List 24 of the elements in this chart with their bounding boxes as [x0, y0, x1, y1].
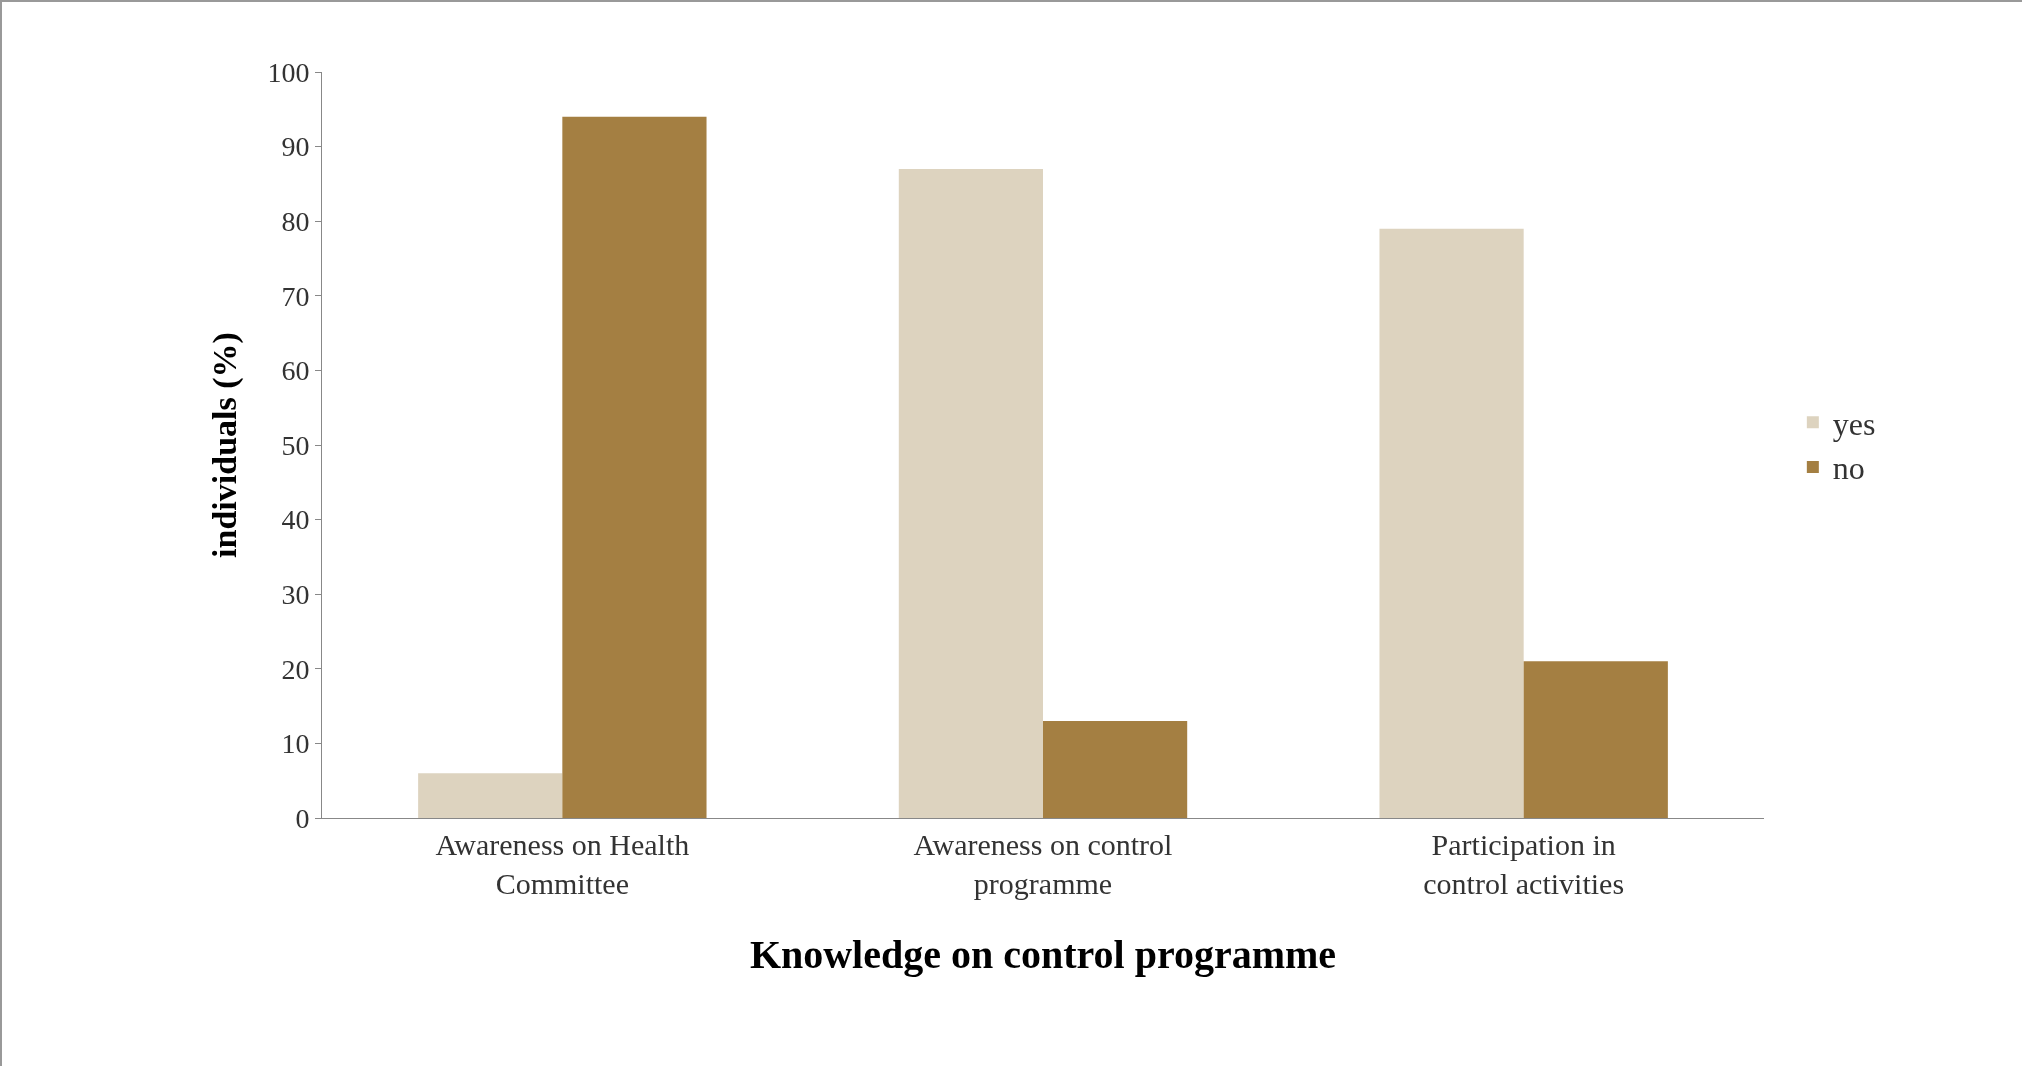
x-tick-label: Awareness on control programme — [913, 828, 1173, 900]
x-tick-label: Participation in control activities — [1423, 828, 1625, 900]
y-tick-label: 10 — [281, 728, 310, 760]
y-tick-label: 60 — [281, 355, 310, 387]
bar — [1379, 228, 1524, 818]
y-tick-label: 20 — [281, 653, 310, 685]
y-axis-title: individuals (%) — [206, 332, 244, 558]
y-tick-label: 90 — [281, 131, 310, 163]
y-tick-label: 0 — [295, 802, 310, 834]
legend-label: no — [1832, 450, 1865, 487]
y-tick-label: 100 — [267, 56, 310, 88]
bar — [1523, 661, 1668, 818]
bar — [418, 773, 563, 818]
y-tick-label: 40 — [281, 504, 310, 536]
y-tick-label: 70 — [281, 280, 310, 312]
y-tick-label: 30 — [281, 579, 310, 610]
y-tick-label: 80 — [281, 206, 310, 237]
bar — [898, 168, 1043, 818]
bar — [1043, 721, 1188, 818]
x-axis-title: Knowledge on control programme — [749, 931, 1337, 977]
y-tick-label: 50 — [281, 429, 310, 461]
bar — [562, 116, 707, 818]
x-tick-label: Awareness on Health Committee — [435, 828, 690, 900]
legend-label: yes — [1832, 405, 1876, 442]
